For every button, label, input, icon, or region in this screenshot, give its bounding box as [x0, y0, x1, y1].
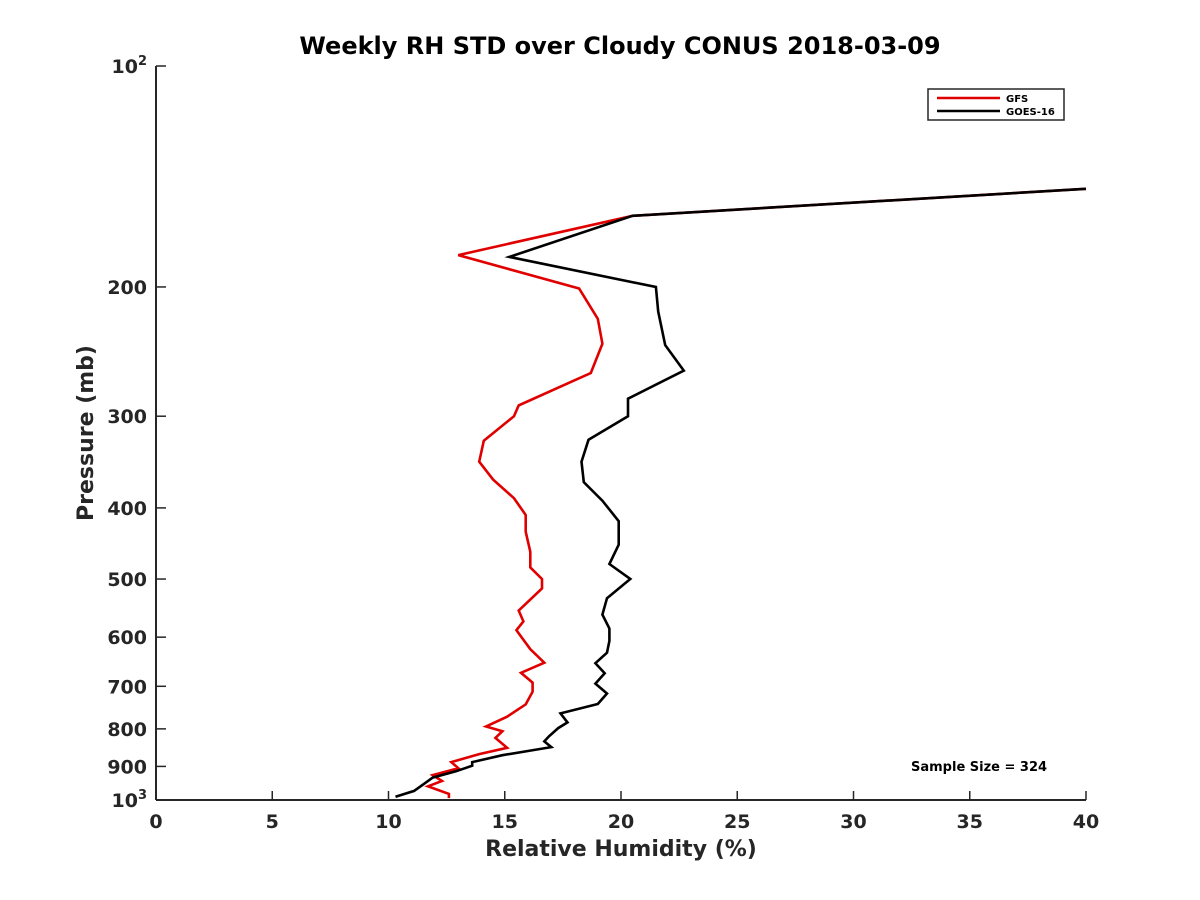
y-tick-label: 600 [107, 627, 147, 649]
y-tick-label: 300 [107, 406, 147, 428]
x-tick-label: 25 [724, 811, 750, 833]
series-line-gfs [424, 187, 1087, 799]
y-tick-label: 500 [107, 569, 147, 591]
x-tick-label: 15 [492, 811, 518, 833]
series-line-goes-16 [395, 187, 1087, 799]
y-tick-label: 400 [107, 498, 147, 520]
legend-box [927, 88, 1065, 121]
legend-entry-label: GOES-16 [1006, 107, 1055, 118]
y-tick-label: 900 [107, 756, 147, 778]
x-tick-label: 40 [1073, 811, 1099, 833]
x-tick-label: 35 [957, 811, 983, 833]
legend-entry-label: GFS [1006, 94, 1028, 105]
y-tick-label: 200 [107, 277, 147, 299]
x-ticks: 0 5 10 15 20 25 30 35 40 [149, 791, 1099, 833]
y-tick-label: 102 [112, 54, 148, 78]
x-tick-label: 0 [149, 811, 162, 833]
y-tick-label: 700 [107, 676, 147, 698]
sample-size-annotation: Sample Size = 324 [911, 760, 1047, 775]
legend: GFS GOES-16 [927, 88, 1065, 121]
chart-title: Weekly RH STD over Cloudy CONUS 2018-03-… [299, 32, 940, 60]
x-tick-label: 20 [608, 811, 634, 833]
x-axis-label: Relative Humidity (%) [485, 837, 757, 862]
x-tick-label: 5 [266, 811, 279, 833]
y-axis-label: Pressure (mb) [74, 345, 99, 521]
y-tick-label: 103 [112, 788, 148, 812]
x-tick-label: 10 [375, 811, 401, 833]
x-tick-label: 30 [840, 811, 866, 833]
axes-layer [155, 66, 1086, 801]
y-tick-label: 800 [107, 719, 147, 741]
y-ticks: 102 200 300 400 500 600 700 800 900 103 [107, 54, 166, 812]
series-layer [395, 187, 1087, 799]
